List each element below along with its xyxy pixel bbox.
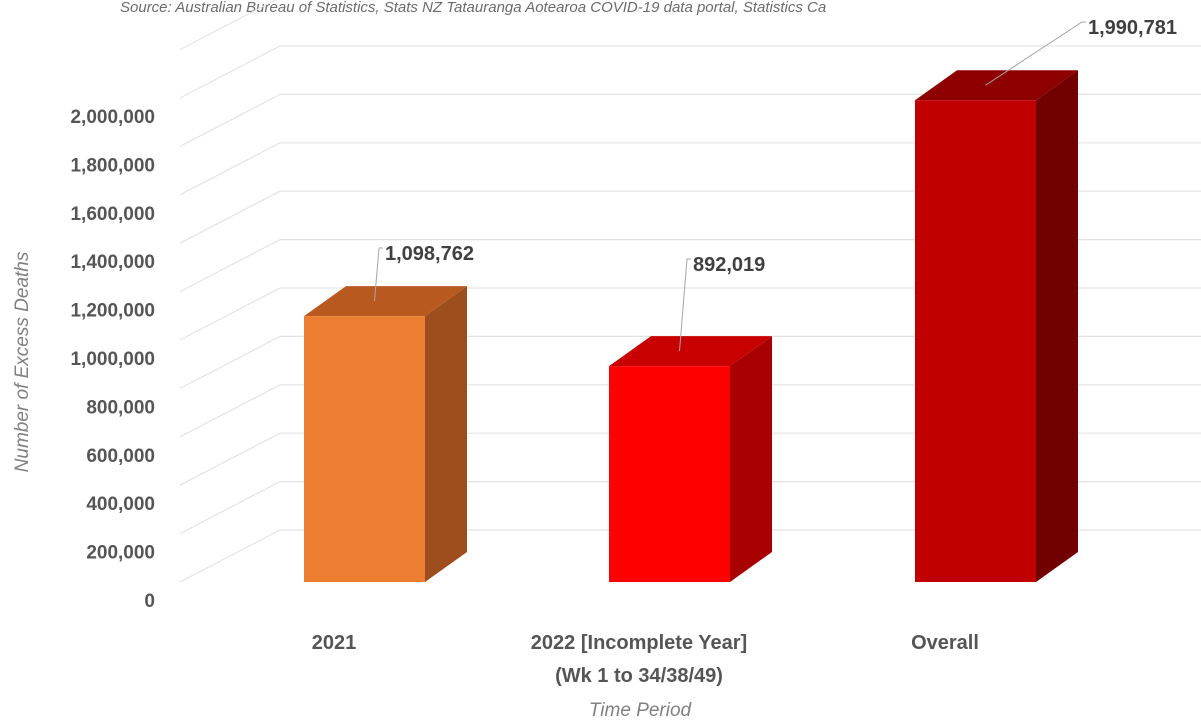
bar-side [730,336,772,582]
y-tick-label: 1,200,000 [70,301,155,322]
bar-top [915,70,1078,101]
bar [915,70,1078,583]
y-tick-label: 1,400,000 [70,252,155,273]
gridline-side [179,93,281,147]
y-tick-label: 0 [144,591,155,612]
y-tick-label: 400,000 [86,494,155,515]
bar-side [425,286,467,582]
gridline-side [179,287,281,341]
gridline-side [179,190,281,244]
gridline-side [179,45,281,99]
bar-top [304,286,467,317]
y-tick-label: 1,600,000 [70,204,155,225]
bar [609,336,772,582]
data-labels: 1,098,762 892,019 1,990,781 [385,17,1177,276]
bar-front [304,316,425,582]
gridline-side [179,432,281,486]
x-tick-label: Overall [911,632,979,654]
gridline-side [179,0,277,51]
bar [304,286,467,582]
y-tick-label: 2,000,000 [70,107,155,128]
y-tick-label: 200,000 [86,543,155,564]
bar-top [609,336,772,367]
data-label: 1,098,762 [385,243,474,265]
gridline-side [179,529,281,583]
y-tick-label: 1,800,000 [70,155,155,176]
x-axis-ticks: 2021 2022 [Incomplete Year] (Wk 1 to 34/38… [312,632,979,687]
leader-line [374,247,383,302]
gridline-side [179,142,281,196]
data-label: 1,990,781 [1088,17,1177,39]
gridline-side [179,239,281,293]
source-note: Source: Australian Bureau of Statistics,… [120,0,826,16]
y-tick-label: 800,000 [86,397,155,418]
x-tick-label: 2021 [312,632,357,654]
bar-front [915,100,1036,583]
y-tick-label: 600,000 [86,446,155,467]
bar-front [609,366,730,582]
leader-line [985,21,1086,86]
x-tick-label: (Wk 1 to 34/38/49) [555,665,723,687]
leader-lines [374,21,1086,352]
gridline-side [179,384,281,438]
x-axis-title: Time Period [589,700,693,721]
y-axis-ticks: 0 200,000 400,000 600,000 800,000 1,000,000 1,… [70,107,155,612]
leader-line [679,258,691,352]
bars [304,70,1078,583]
data-label: 892,019 [693,254,765,276]
x-tick-label: 2022 [Incomplete Year] [531,632,747,654]
gridline-side [179,481,281,535]
y-tick-label: 1,000,000 [70,349,155,370]
bar-side [1036,70,1078,583]
gridline-side [179,335,281,389]
y-axis-title: Number of Excess Deaths [12,251,33,472]
